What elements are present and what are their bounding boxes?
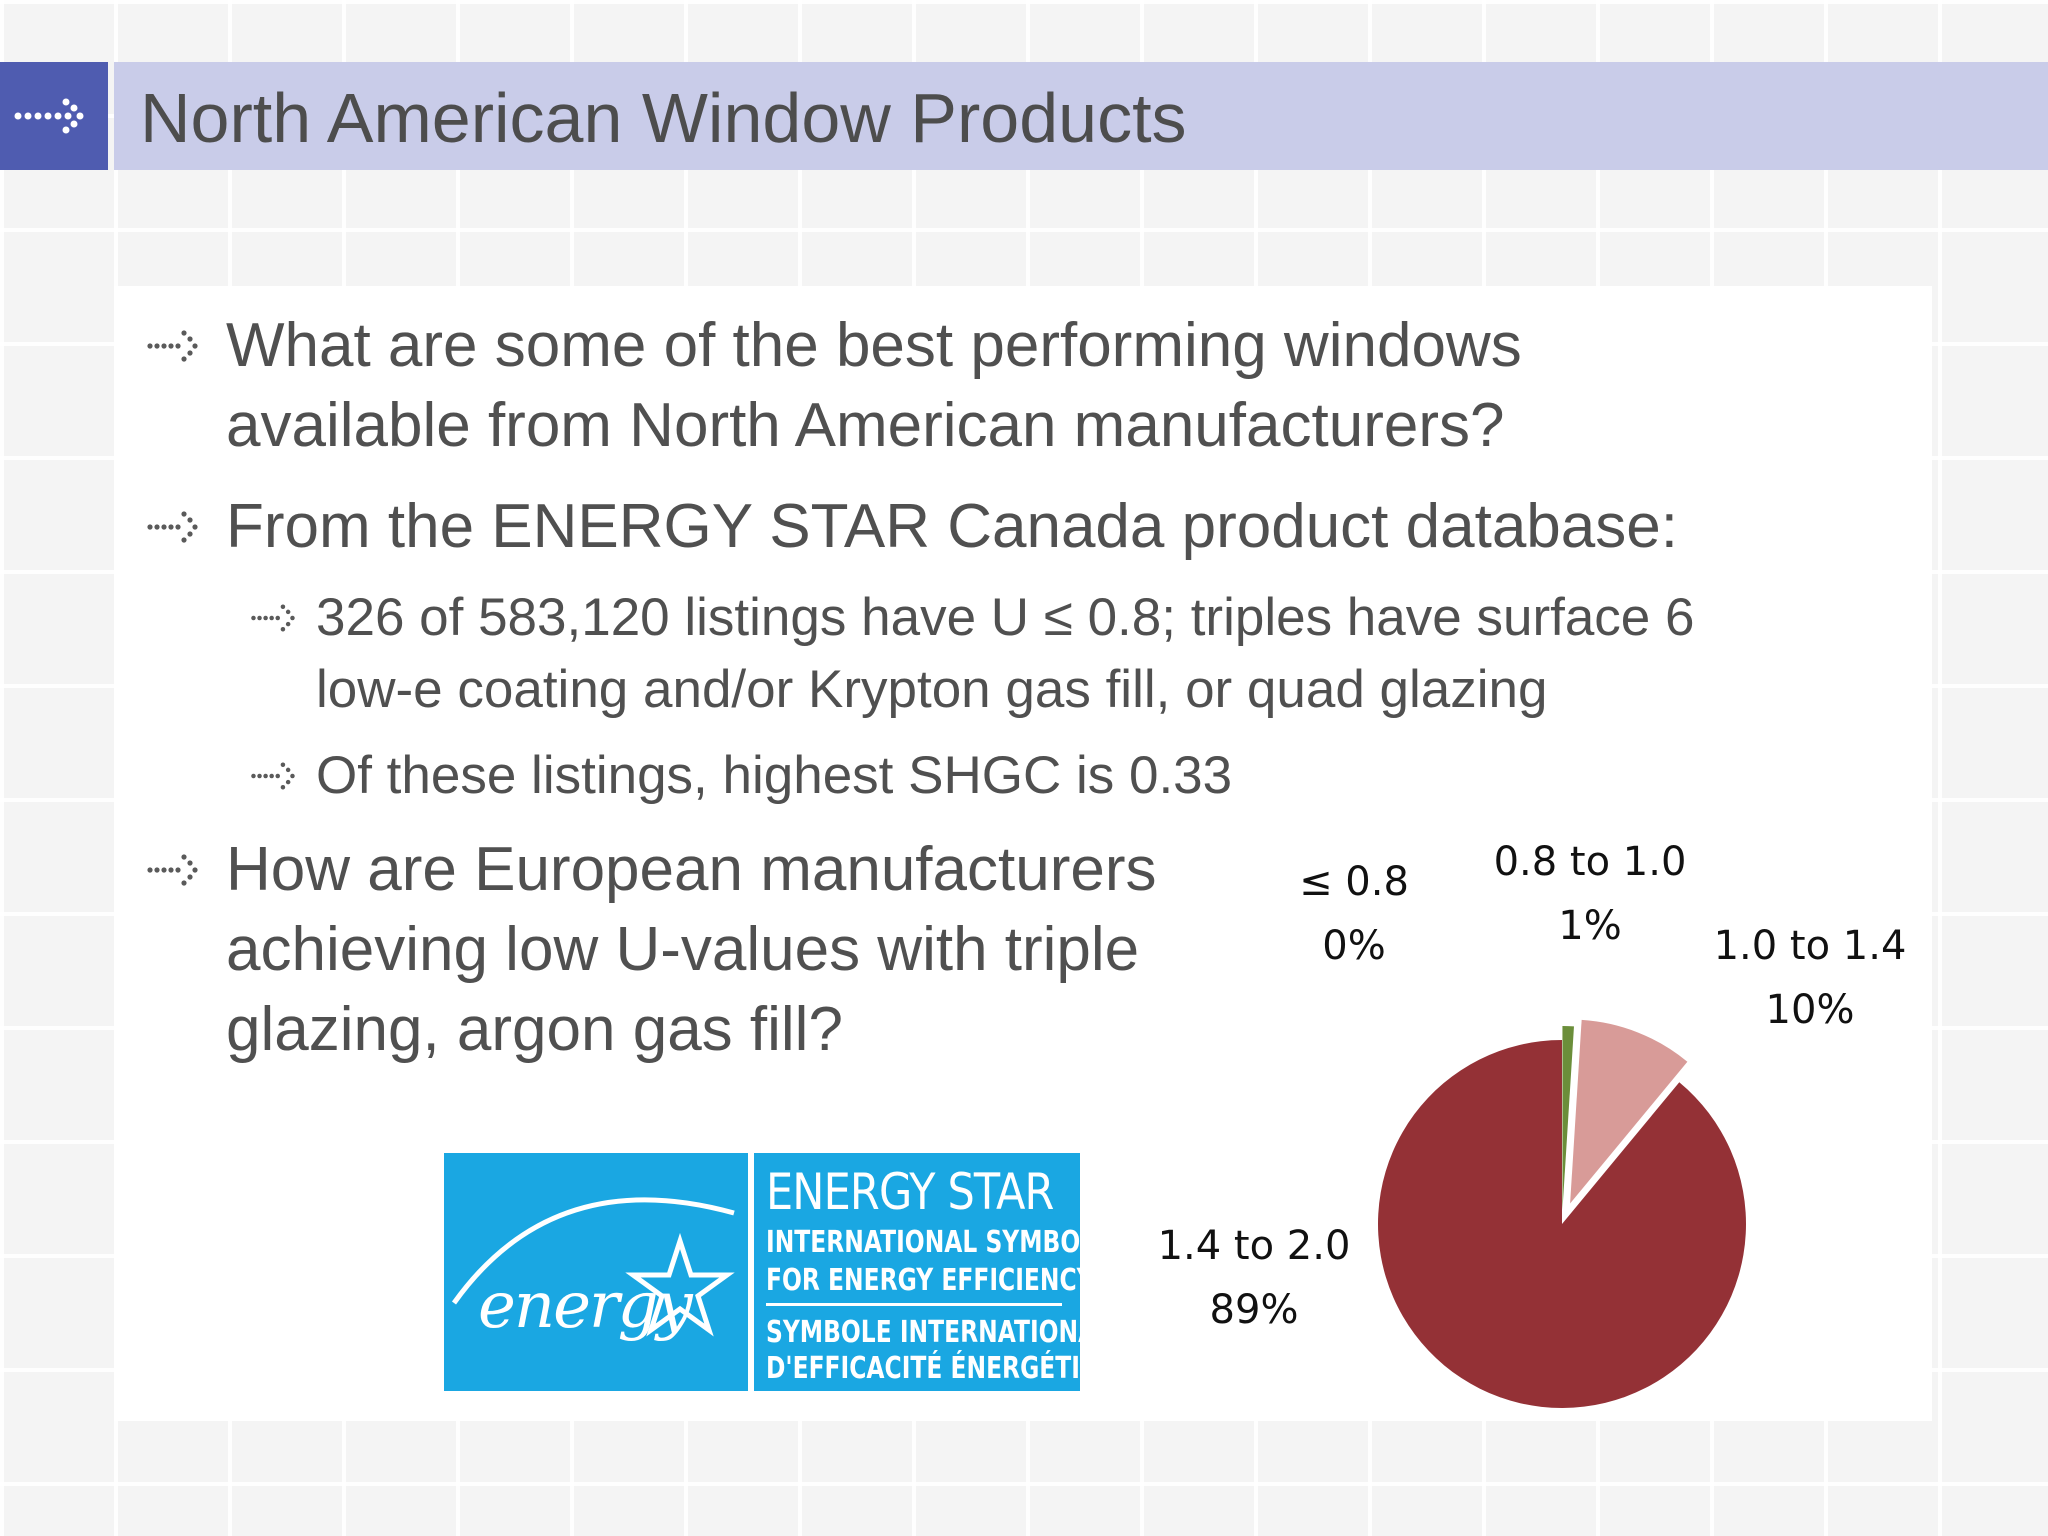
- title-bar: [114, 62, 2048, 170]
- bullet-line: What are some of the best performing win…: [226, 311, 1522, 380]
- pie-label: 1.4 to 2.0 89%: [1144, 1214, 1364, 1342]
- pie-chart: [1378, 1019, 1746, 1408]
- bullet-line: From the ENERGY STAR Canada product data…: [226, 492, 1678, 561]
- bullet-line: achieving low U-values with triple: [226, 915, 1140, 984]
- bullet-item: How are European manufacturers achieving…: [146, 830, 1296, 1080]
- bullet-line: glazing, argon gas fill?: [226, 995, 843, 1064]
- slide-title: North American Window Products: [140, 79, 1187, 157]
- logo-divider: [748, 1153, 754, 1391]
- pie-label-value: 1%: [1558, 903, 1622, 949]
- pie-label-value: 0%: [1322, 923, 1386, 969]
- pie-label-value: 10%: [1765, 987, 1855, 1033]
- pie-slice: [1378, 1040, 1746, 1408]
- pie-label-category: ≤ 0.8: [1299, 859, 1409, 905]
- bullet-line: low-e coating and/or Krypton gas fill, o…: [316, 660, 1548, 719]
- sub-bullet-item: 326 of 583,120 listings have U ≤ 0.8; tr…: [250, 582, 1930, 732]
- bullet-arrow-icon: [147, 854, 198, 886]
- bullet-item: What are some of the best performing win…: [146, 306, 1746, 476]
- bullet-item: From the ENERGY STAR Canada product data…: [146, 487, 1896, 572]
- logo-title: ENERGY STAR: [766, 1163, 1054, 1221]
- logo-line: FOR ENERGY EFFICIENCY: [766, 1263, 1094, 1298]
- bullet-arrow-icon: [147, 330, 198, 362]
- bullet-line: Of these listings, highest SHGC is 0.33: [316, 746, 1233, 805]
- logo-line: SYMBOLE INTERNATIONAL: [766, 1315, 1112, 1350]
- dotted-arrow-icon: [14, 98, 84, 134]
- logo-script: energy: [478, 1269, 693, 1343]
- sub-bullet-item: Of these listings, highest SHGC is 0.33: [250, 740, 1650, 815]
- bullet-arrow-icon: [147, 511, 198, 543]
- energy-star-logo: energy ENERGY STAR INTERNATIONAL SYMBOL …: [444, 1153, 1135, 1391]
- bullet-arrow-icon: [251, 762, 295, 790]
- bullet-arrow-icon: [251, 604, 295, 632]
- logo-line: INTERNATIONAL SYMBOL: [766, 1225, 1096, 1260]
- title-arrow-box: [0, 62, 108, 170]
- pie-label-value: 89%: [1209, 1287, 1299, 1333]
- bullet-line: available from North American manufactur…: [226, 391, 1505, 460]
- pie-label: 1.0 to 1.4 10%: [1700, 914, 1920, 1042]
- pie-label: ≤ 0.8 0%: [1296, 850, 1412, 978]
- logo-separator: [766, 1303, 1062, 1306]
- star-arc-icon: [451, 1197, 735, 1337]
- pie-label: 0.8 to 1.0 1%: [1480, 830, 1700, 958]
- pie-label-category: 1.0 to 1.4: [1713, 923, 1907, 969]
- bullet-line: How are European manufacturers: [226, 835, 1157, 904]
- pie-label-category: 0.8 to 1.0: [1493, 839, 1687, 885]
- bullet-line: 326 of 583,120 listings have U ≤ 0.8; tr…: [316, 588, 1695, 647]
- pie-slice: [1562, 1026, 1574, 1211]
- logo-line: D'EFFICACITÉ ÉNERGÉTIQUE: [766, 1351, 1135, 1386]
- pie-slice: [1570, 1019, 1688, 1204]
- pie-label-category: 1.4 to 2.0: [1157, 1223, 1351, 1269]
